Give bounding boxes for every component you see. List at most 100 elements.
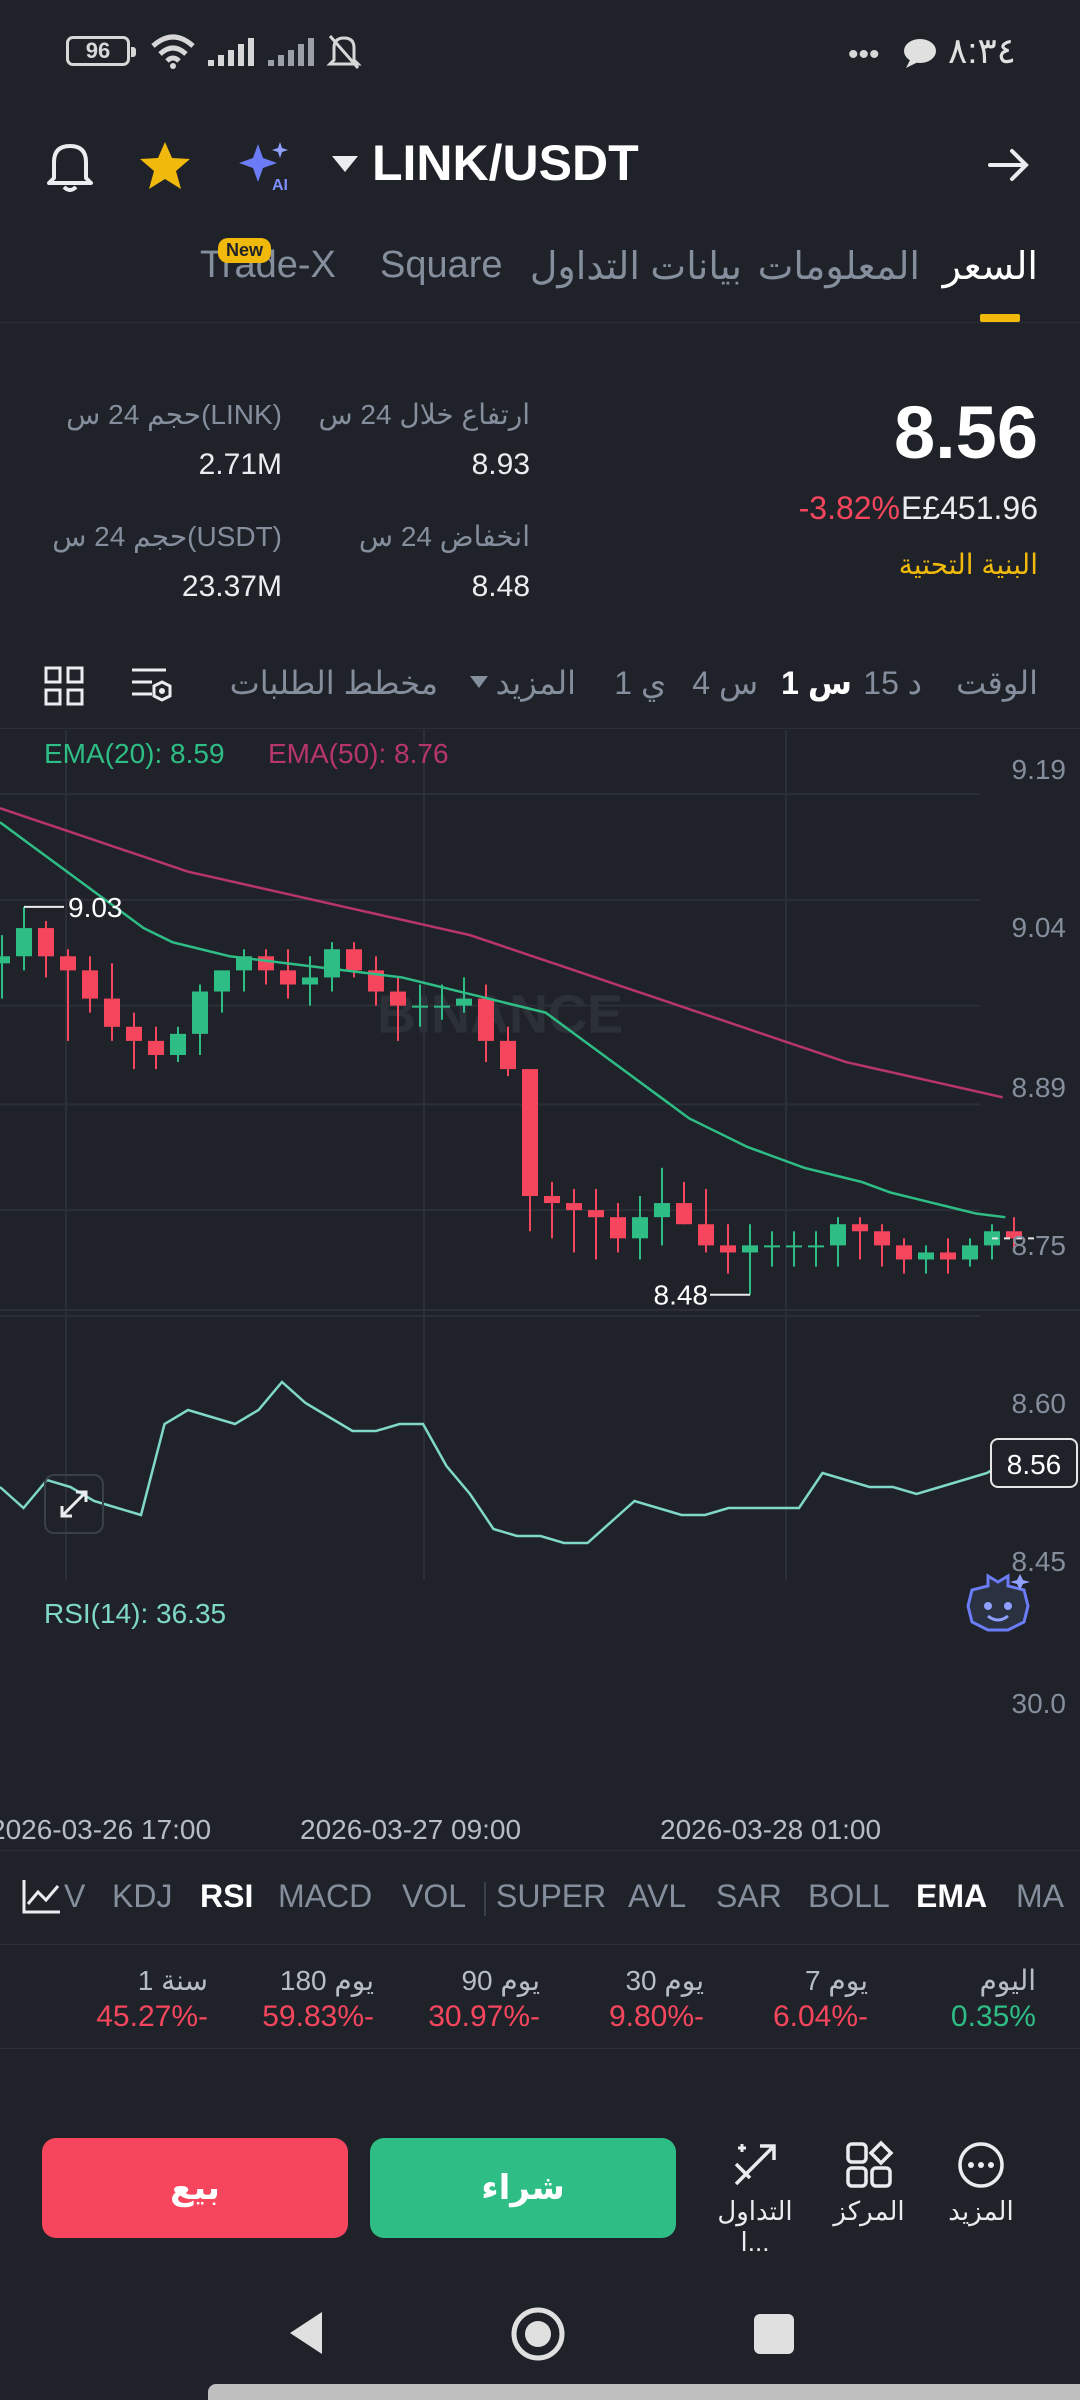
candle-body bbox=[654, 1203, 670, 1218]
candle-body bbox=[60, 956, 76, 971]
candle-body bbox=[302, 977, 318, 985]
ai-sparkle-icon[interactable]: AI bbox=[238, 140, 294, 192]
new-badge: New bbox=[218, 238, 272, 263]
home-icon[interactable] bbox=[510, 2306, 566, 2362]
indicator-sar[interactable]: SAR bbox=[716, 1878, 782, 1914]
indicator-super[interactable]: SUPER bbox=[496, 1878, 607, 1914]
candle-body bbox=[280, 970, 296, 985]
divider bbox=[0, 322, 1080, 323]
perf-label-today: اليوم bbox=[979, 1965, 1036, 1996]
divider bbox=[0, 2048, 1080, 2049]
ema50-label: EMA(50): 8.76 bbox=[268, 738, 449, 769]
star-icon[interactable] bbox=[138, 140, 192, 192]
fullscreen-button[interactable] bbox=[44, 1474, 104, 1534]
perf-label-180d: 180 يوم bbox=[279, 1965, 374, 1996]
interval-1h[interactable]: 1 س bbox=[781, 665, 852, 701]
indicator-ma[interactable]: MA bbox=[1016, 1878, 1064, 1914]
perf-value-today: 0.35% bbox=[950, 2000, 1036, 2033]
rsi-line bbox=[0, 1380, 1012, 1545]
candle-body bbox=[148, 1040, 164, 1055]
more-nav-button[interactable]: المزيد bbox=[926, 2140, 1036, 2227]
candlestick-chart[interactable]: BINANCE 9.03 8.48 bbox=[0, 730, 1080, 1580]
chart-settings-icon[interactable] bbox=[130, 664, 174, 704]
divider bbox=[0, 728, 1080, 729]
tab-info[interactable]: المعلومات bbox=[757, 246, 920, 288]
volume-base-label: حجم 24 س(LINK) bbox=[66, 399, 282, 430]
candle-body bbox=[610, 1217, 626, 1239]
pair-title[interactable]: LINK/USDT bbox=[372, 135, 639, 191]
candle-body bbox=[544, 1196, 560, 1204]
more-nav-label: المزيد bbox=[948, 2196, 1014, 2226]
candle-body bbox=[82, 970, 98, 999]
indicator-v[interactable]: V bbox=[64, 1878, 86, 1914]
category-tag[interactable]: البنية التحتية bbox=[898, 549, 1038, 580]
candle-body bbox=[874, 1231, 890, 1246]
high-marker-label: 9.03 bbox=[68, 892, 123, 923]
rsi-label: RSI(14): 36.35 bbox=[44, 1598, 227, 1629]
candle-body bbox=[1006, 1231, 1022, 1239]
indicator-ema[interactable]: EMA bbox=[916, 1878, 988, 1914]
sell-button[interactable]: بيع bbox=[42, 2138, 348, 2238]
trade-icon bbox=[734, 2144, 776, 2186]
interval-15m[interactable]: 15 د bbox=[863, 665, 922, 701]
y-tick-label: 8.89 bbox=[1011, 1072, 1067, 1103]
tab-price[interactable]: السعر bbox=[942, 246, 1038, 288]
depth-chart-tab[interactable]: مخطط الطلبات bbox=[229, 665, 438, 701]
ai-assistant-icon[interactable] bbox=[948, 1570, 1048, 1656]
bell-icon[interactable] bbox=[44, 138, 96, 194]
candle-body bbox=[742, 1245, 758, 1253]
candle-body bbox=[918, 1252, 934, 1260]
perf-value-180d: 59.83%- bbox=[262, 2000, 374, 2033]
candle-body bbox=[16, 928, 32, 957]
grid-layout-icon[interactable] bbox=[44, 666, 84, 706]
candle-body bbox=[566, 1203, 582, 1211]
y-tick-label: 8.60 bbox=[1011, 1388, 1067, 1419]
time-label[interactable]: الوقت bbox=[956, 665, 1038, 701]
candle-body bbox=[808, 1245, 824, 1248]
arrow-right-icon[interactable] bbox=[986, 142, 1032, 188]
candle-body bbox=[346, 949, 362, 971]
candle-body bbox=[852, 1224, 868, 1232]
mute-icon bbox=[326, 35, 362, 69]
trade-nav-button[interactable]: التداول ا... bbox=[700, 2140, 810, 2258]
hub-nav-button[interactable]: المركز bbox=[814, 2140, 924, 2227]
indicator-vol[interactable]: VOL bbox=[402, 1878, 467, 1914]
indicator-kdj[interactable]: KDJ bbox=[112, 1878, 173, 1914]
candle-body bbox=[720, 1245, 736, 1253]
volume-quote-label: حجم 24 س(USDT) bbox=[52, 521, 282, 552]
candle-body bbox=[830, 1224, 846, 1246]
tab-square[interactable]: Square bbox=[380, 244, 503, 286]
active-tab-indicator bbox=[980, 314, 1020, 322]
candle-body bbox=[0, 956, 10, 964]
tab-trading-data[interactable]: بيانات التداول bbox=[529, 246, 742, 288]
signal-icon bbox=[208, 38, 254, 66]
dropdown-caret-icon[interactable] bbox=[332, 156, 358, 174]
indicator-chart-icon[interactable] bbox=[20, 1876, 64, 1916]
more-status-icon: ••• bbox=[848, 38, 880, 71]
perf-label-90d: 90 يوم bbox=[461, 1965, 540, 1996]
candle-body bbox=[104, 998, 120, 1027]
indicator-boll[interactable]: BOLL bbox=[808, 1878, 890, 1914]
interval-4h[interactable]: 4 س bbox=[692, 665, 758, 701]
perf-value-30d: 9.80%- bbox=[608, 2000, 704, 2033]
interval-1d[interactable]: 1 ي bbox=[614, 665, 666, 701]
ema50-line bbox=[0, 807, 1003, 1099]
last-price-tag: 8.56 bbox=[990, 1438, 1078, 1488]
back-icon[interactable] bbox=[286, 2310, 326, 2356]
indicator-rsi[interactable]: RSI bbox=[200, 1878, 254, 1914]
x-tick-label: 2026-03-27 09:00 bbox=[300, 1814, 522, 1845]
candle-body bbox=[412, 1005, 428, 1008]
candle-body bbox=[940, 1252, 956, 1260]
recents-icon[interactable] bbox=[754, 2314, 794, 2354]
y-tick-label: 8.75 bbox=[1011, 1230, 1067, 1261]
more-circle-icon bbox=[958, 2142, 1004, 2188]
indicator-avl[interactable]: AVL bbox=[628, 1878, 687, 1914]
gesture-bar bbox=[208, 2384, 1080, 2400]
perf-value-1y: 45.27%- bbox=[96, 2000, 208, 2033]
indicator-macd[interactable]: MACD bbox=[278, 1878, 373, 1914]
buy-button[interactable]: شراء bbox=[370, 2138, 676, 2238]
more-intervals[interactable]: المزيد bbox=[495, 665, 577, 701]
candle-body bbox=[478, 998, 494, 1041]
x-tick-label: 2026-03-26 17:00 bbox=[0, 1814, 212, 1845]
divider bbox=[0, 1850, 1080, 1851]
